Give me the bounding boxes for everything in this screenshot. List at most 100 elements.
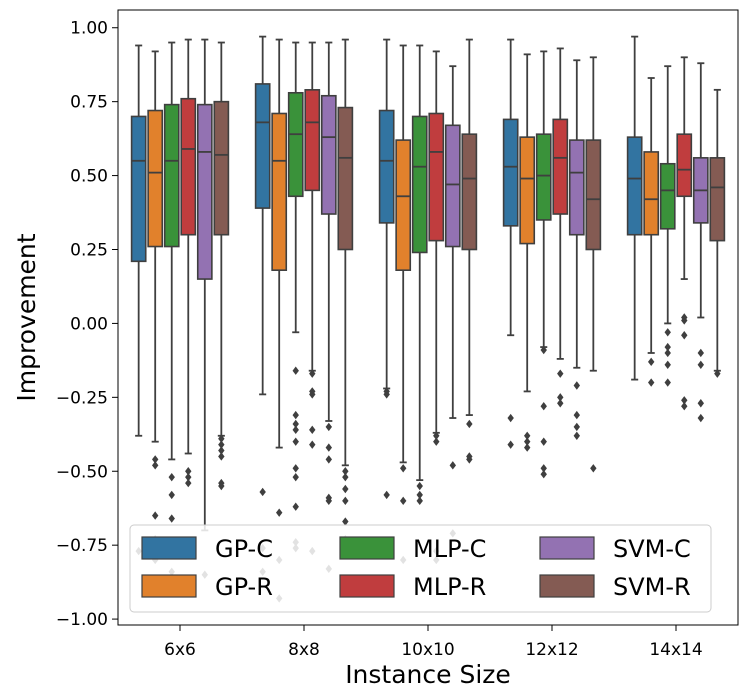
box-svm-r-12x12 bbox=[585, 56, 602, 473]
iqr-box bbox=[163, 103, 180, 248]
y-tick-label: 1.00 bbox=[70, 19, 108, 39]
iqr-box bbox=[428, 112, 445, 242]
outlier-point bbox=[218, 434, 225, 443]
y-tick-label: −0.75 bbox=[56, 536, 108, 556]
iqr-box bbox=[411, 115, 428, 254]
outlier-point bbox=[292, 502, 299, 511]
outlier-point bbox=[540, 464, 547, 473]
outlier-point bbox=[590, 464, 597, 473]
iqr-box bbox=[676, 133, 693, 198]
outlier-point bbox=[168, 472, 175, 482]
outlier-point bbox=[309, 390, 316, 399]
iqr-box bbox=[147, 109, 164, 248]
outlier-point bbox=[540, 470, 547, 479]
y-tick-label: 0.25 bbox=[70, 240, 108, 260]
box-gp-c-14x14 bbox=[626, 35, 643, 381]
outlier-point bbox=[557, 369, 564, 378]
outlier-point bbox=[524, 437, 531, 446]
outlier-point bbox=[449, 461, 456, 470]
box-svm-c-8x8 bbox=[320, 41, 337, 574]
outlier-point bbox=[416, 490, 423, 500]
box-gp-r-6x6 bbox=[147, 50, 164, 565]
legend-label-gp-c: GP-C bbox=[215, 535, 273, 563]
outlier-point bbox=[648, 357, 655, 367]
box-mlp-r-6x6 bbox=[180, 38, 197, 559]
outlier-point bbox=[292, 366, 299, 375]
outlier-point bbox=[218, 446, 225, 455]
x-tick-label: 12x12 bbox=[525, 640, 578, 660]
outlier-point bbox=[218, 440, 225, 449]
y-tick-label: −1.00 bbox=[56, 610, 108, 630]
box-mlp-c-10x10 bbox=[411, 44, 428, 506]
outlier-point bbox=[325, 443, 332, 452]
outlier-point bbox=[714, 369, 721, 378]
box-gp-c-8x8 bbox=[254, 35, 271, 576]
outlier-point bbox=[697, 348, 704, 358]
y-tick-label: 0.50 bbox=[70, 167, 108, 187]
outlier-point bbox=[152, 461, 159, 470]
outlier-point bbox=[276, 508, 283, 517]
box-svm-r-6x6 bbox=[213, 41, 230, 491]
outlier-point bbox=[309, 425, 316, 435]
outlier-point bbox=[309, 369, 316, 378]
outlier-point bbox=[664, 378, 671, 387]
outlier-point bbox=[383, 490, 390, 500]
box-svm-r-8x8 bbox=[337, 38, 354, 544]
x-tick-label: 6x6 bbox=[164, 640, 196, 660]
outlier-point bbox=[342, 517, 349, 526]
iqr-box bbox=[320, 94, 337, 215]
outlier-point bbox=[292, 425, 299, 435]
outlier-point bbox=[433, 437, 440, 446]
iqr-box bbox=[626, 136, 643, 236]
iqr-box bbox=[444, 124, 461, 248]
iqr-box bbox=[519, 136, 536, 245]
outlier-point bbox=[540, 345, 547, 355]
y-tick-label: −0.50 bbox=[56, 462, 108, 482]
outlier-point bbox=[664, 328, 671, 337]
outlier-point bbox=[152, 455, 159, 464]
iqr-box bbox=[196, 103, 213, 280]
y-tick-label: 0.00 bbox=[70, 314, 108, 334]
outlier-point bbox=[507, 413, 514, 423]
iqr-box bbox=[552, 118, 569, 215]
outlier-point bbox=[664, 348, 671, 358]
box-gp-r-14x14 bbox=[643, 77, 660, 387]
iqr-box bbox=[709, 157, 726, 242]
box-mlp-c-14x14 bbox=[659, 65, 676, 387]
outlier-point bbox=[681, 313, 688, 322]
outlier-point bbox=[259, 487, 266, 497]
x-tick-label: 10x10 bbox=[401, 640, 454, 660]
outlier-point bbox=[573, 431, 580, 440]
outlier-point bbox=[400, 464, 407, 473]
outlier-point bbox=[185, 467, 192, 476]
outlier-point bbox=[342, 484, 349, 494]
outlier-point bbox=[697, 360, 704, 370]
outlier-point bbox=[557, 393, 564, 402]
iqr-box bbox=[643, 151, 660, 236]
legend-swatch-gp-c bbox=[141, 536, 197, 560]
outlier-point bbox=[292, 419, 299, 429]
outlier-point bbox=[524, 431, 531, 440]
box-svm-c-10x10 bbox=[444, 65, 461, 538]
iqr-box bbox=[337, 106, 354, 251]
outlier-point bbox=[466, 455, 473, 464]
iqr-box bbox=[461, 133, 478, 251]
outlier-point bbox=[292, 437, 299, 446]
x-axis-title: Instance Size bbox=[345, 660, 511, 689]
iqr-box bbox=[130, 115, 147, 263]
box-svm-r-10x10 bbox=[461, 38, 478, 464]
outlier-point bbox=[152, 511, 159, 520]
x-tick-label: 8x8 bbox=[288, 640, 320, 660]
outlier-point bbox=[573, 381, 580, 390]
iqr-box bbox=[535, 133, 552, 221]
iqr-box bbox=[180, 97, 197, 236]
outlier-point bbox=[342, 496, 349, 506]
box-gp-r-12x12 bbox=[519, 53, 536, 452]
y-tick-label: 0.75 bbox=[70, 93, 108, 113]
box-mlp-r-12x12 bbox=[552, 47, 569, 408]
iqr-box bbox=[395, 139, 412, 271]
outlier-point bbox=[168, 514, 175, 523]
box-gp-r-10x10 bbox=[395, 44, 412, 565]
legend-swatch-mlp-r bbox=[339, 574, 395, 598]
box-svm-r-14x14 bbox=[709, 88, 726, 378]
